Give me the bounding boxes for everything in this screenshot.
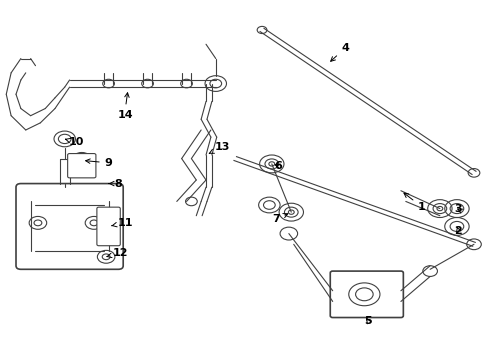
Text: 12: 12 xyxy=(107,248,128,258)
Text: 4: 4 xyxy=(331,43,349,61)
Text: 9: 9 xyxy=(86,158,113,168)
FancyBboxPatch shape xyxy=(16,184,123,269)
Text: 3: 3 xyxy=(455,204,463,214)
FancyBboxPatch shape xyxy=(97,207,120,246)
Text: 10: 10 xyxy=(66,138,84,148)
Text: 8: 8 xyxy=(109,179,122,189)
FancyBboxPatch shape xyxy=(330,271,403,318)
Text: 1: 1 xyxy=(404,193,426,212)
FancyBboxPatch shape xyxy=(68,154,96,178)
Text: 13: 13 xyxy=(209,142,230,153)
Text: 14: 14 xyxy=(118,111,133,120)
Text: 5: 5 xyxy=(365,316,372,326)
Text: 7: 7 xyxy=(272,213,288,224)
Text: 6: 6 xyxy=(274,161,282,171)
Text: 11: 11 xyxy=(112,218,133,228)
Text: 2: 2 xyxy=(455,226,462,236)
